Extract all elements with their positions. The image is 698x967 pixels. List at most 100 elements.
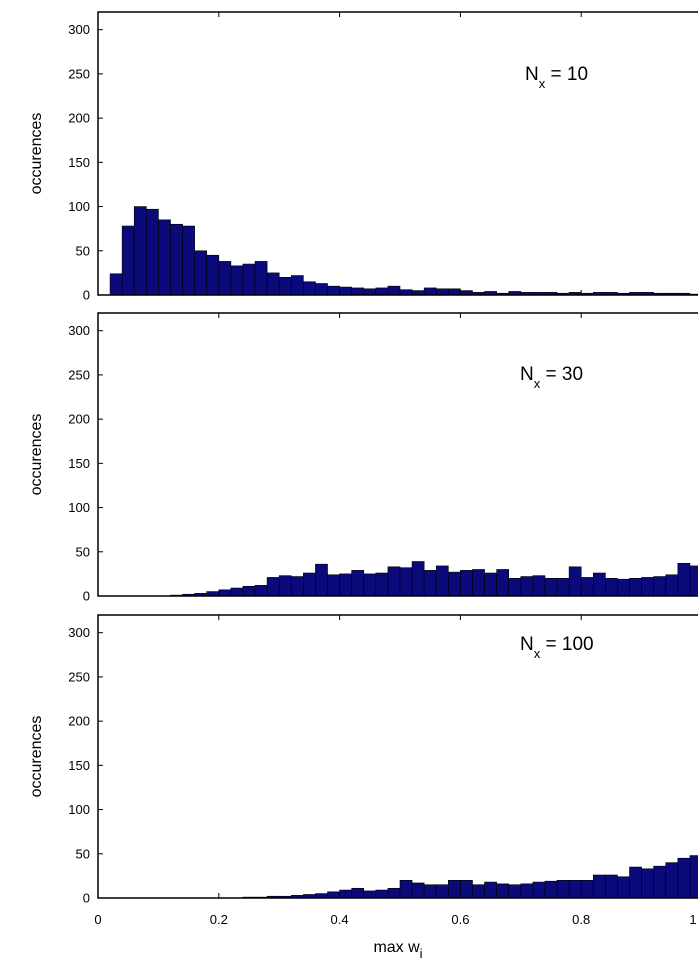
histogram-bar <box>266 577 280 597</box>
histogram-bar <box>435 884 449 899</box>
y-tick-label: 250 <box>68 669 90 684</box>
y-axis-label: occurences <box>28 716 45 798</box>
panel-label-sub: x <box>534 376 541 391</box>
histogram-bar <box>315 563 328 597</box>
y-tick-label: 100 <box>68 500 90 515</box>
histogram-bar <box>448 571 461 597</box>
histogram-bar <box>399 289 413 296</box>
panel-label-main: N <box>520 634 534 655</box>
x-tick-label: 0.2 <box>210 912 228 927</box>
histogram-bar <box>460 880 473 899</box>
histogram-bar <box>375 889 389 899</box>
histogram-bar <box>121 225 135 296</box>
histogram-bar <box>448 880 461 899</box>
histogram-bar <box>290 275 304 296</box>
histogram-bar <box>254 261 268 296</box>
histogram-bar <box>158 219 171 296</box>
histogram-bar <box>387 285 401 296</box>
histogram-bar <box>617 578 630 597</box>
x-tick-label: 0.8 <box>572 912 590 927</box>
histogram-bar <box>206 254 220 296</box>
plot-frame <box>97 11 698 296</box>
histogram-bar <box>278 575 292 597</box>
histogram-bar <box>363 573 377 597</box>
histogram-bar <box>484 572 497 597</box>
histogram-bar <box>363 890 377 899</box>
histogram-bar <box>677 562 691 597</box>
histogram-bar <box>448 288 461 296</box>
histogram-bar <box>605 578 618 597</box>
histogram-bar <box>653 576 667 597</box>
histogram-bar <box>351 287 365 296</box>
histogram-bar <box>641 577 654 597</box>
histogram-bar <box>532 881 546 899</box>
histogram-bar <box>617 876 630 899</box>
histogram-bar <box>194 250 208 296</box>
y-tick-label: 250 <box>68 367 90 382</box>
y-tick-label: 200 <box>68 412 90 427</box>
histogram-bar <box>363 288 377 296</box>
histogram-bar <box>580 880 594 899</box>
histogram-bar <box>423 287 437 296</box>
histogram-bar <box>375 572 389 597</box>
x-axis-label: max wi <box>373 939 422 961</box>
histogram-bar <box>339 889 352 899</box>
histogram-bar <box>520 576 534 597</box>
histogram-bar <box>278 277 292 296</box>
histogram-bar <box>230 587 244 597</box>
histogram-bar <box>339 286 352 296</box>
histogram-bar <box>508 578 522 597</box>
histogram-bar <box>496 569 510 597</box>
histogram-bar <box>218 589 232 597</box>
histogram-bar <box>653 865 667 899</box>
histogram-bar <box>629 866 642 899</box>
histogram-bar <box>689 855 698 899</box>
panel-label-main: N <box>520 364 534 385</box>
plot-frame <box>97 312 698 597</box>
histogram-bar <box>182 225 195 296</box>
histogram-bar <box>375 287 389 296</box>
panel-label-main: N <box>525 64 539 85</box>
y-tick-label: 0 <box>83 589 90 604</box>
histogram-bar <box>327 891 340 899</box>
histogram-bar <box>435 565 449 597</box>
histogram-bar <box>665 862 679 899</box>
histogram-bar <box>411 882 425 899</box>
histogram-bar <box>399 880 413 899</box>
y-tick-label: 200 <box>68 714 90 729</box>
histogram-bar <box>303 281 316 296</box>
histogram-bar <box>351 887 365 899</box>
histogram-bar <box>592 874 606 899</box>
x-tick-label: 0.4 <box>331 912 349 927</box>
histogram-bar <box>544 880 558 899</box>
histogram-bar <box>351 570 365 597</box>
histogram-bar <box>460 570 473 597</box>
histogram-bar <box>689 565 698 597</box>
histogram-bar <box>580 577 594 597</box>
y-tick-label: 0 <box>83 891 90 906</box>
x-axis-label-sub: i <box>420 946 423 961</box>
histogram-bar <box>677 857 691 899</box>
histogram-panel-2: 0 50 100 150 200 250 300 occurences Nx = 30 <box>28 312 698 604</box>
histogram-bar <box>303 572 316 597</box>
y-tick-label: 100 <box>68 802 90 817</box>
y-tick-label: 50 <box>76 243 90 258</box>
panel-label-sub: x <box>534 646 541 661</box>
histogram-bar <box>170 223 183 296</box>
y-tick-label: 50 <box>76 544 90 559</box>
histogram-bar <box>230 265 244 296</box>
panel-label: Nx = 10 <box>525 64 588 91</box>
histogram-bar <box>629 578 642 597</box>
histogram-bar <box>109 273 123 296</box>
histogram-bar <box>605 874 618 899</box>
histogram-bar <box>315 283 328 296</box>
panel-label-sub: x <box>539 76 546 91</box>
histogram-bar <box>532 575 546 597</box>
histogram-bar <box>423 570 437 597</box>
histogram-bar <box>592 572 606 597</box>
histogram-bar <box>327 574 340 597</box>
y-tick-label: 300 <box>68 625 90 640</box>
histogram-bar <box>484 881 497 899</box>
histogram-bar <box>665 574 679 597</box>
